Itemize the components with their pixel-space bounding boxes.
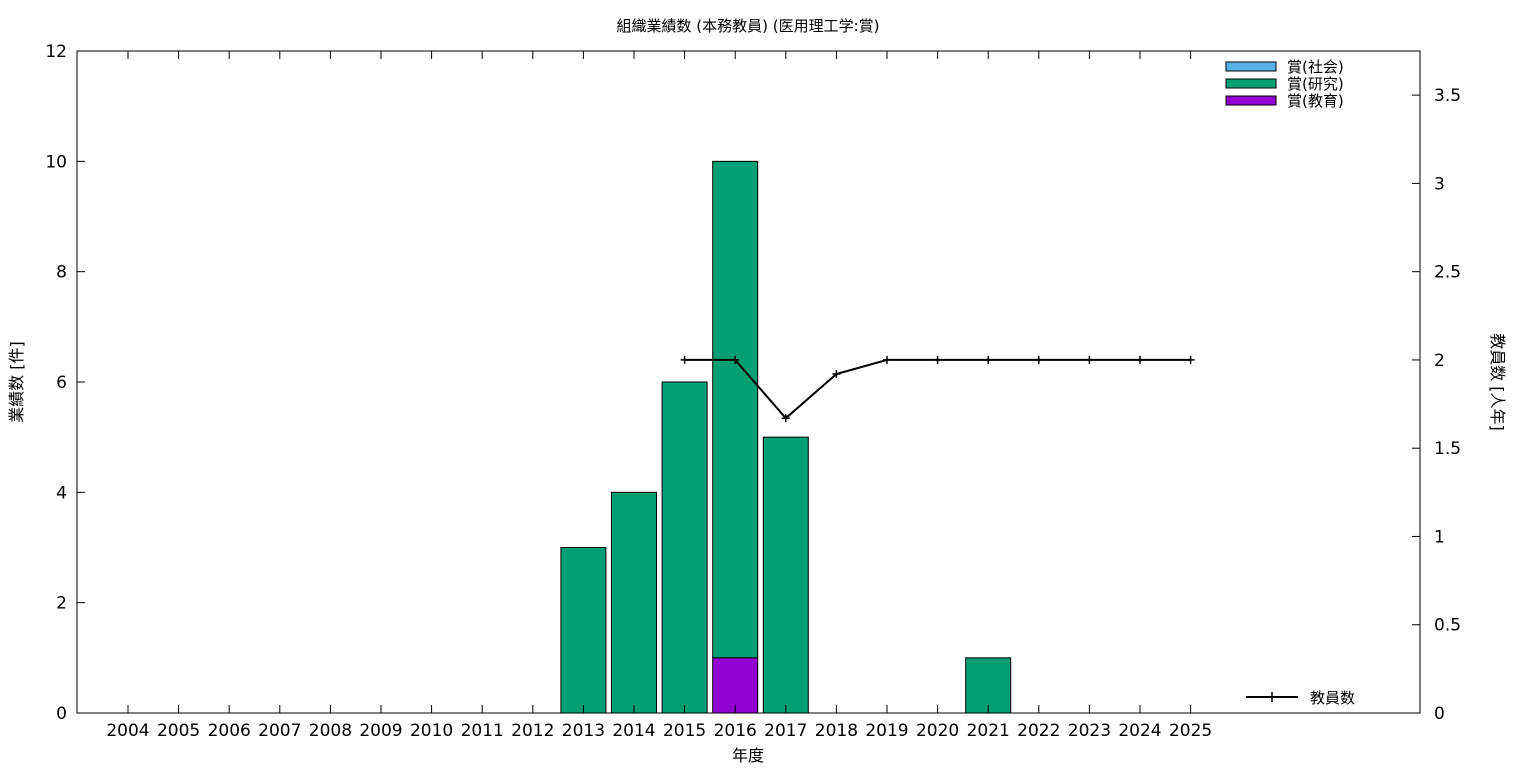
x-tick-label: 2007 xyxy=(258,721,301,741)
x-tick-label: 2008 xyxy=(309,721,352,741)
y-tick-label: 0 xyxy=(56,704,67,724)
x-tick-label: 2023 xyxy=(1068,721,1111,741)
y2-axis-label: 教員数 [人年] xyxy=(1488,333,1507,431)
y-tick-label: 6 xyxy=(56,373,67,393)
y-tick-label: 12 xyxy=(45,42,67,62)
x-tick-label: 2019 xyxy=(865,721,908,741)
y2-tick-label: 1 xyxy=(1434,527,1445,547)
line-series xyxy=(684,358,1191,420)
legend-swatch xyxy=(1225,61,1277,72)
legend-swatch xyxy=(1225,95,1277,106)
line-point xyxy=(781,414,790,423)
chart-title: 組織業績数 (本務教員) (医用理工学:賞) xyxy=(617,17,880,35)
line-point xyxy=(680,355,689,364)
line-point xyxy=(1136,355,1144,364)
x-tick-label: 2004 xyxy=(106,721,149,741)
line-point xyxy=(731,355,740,364)
line-point xyxy=(1034,355,1043,364)
legend-label: 賞(研究) xyxy=(1287,75,1344,93)
line-point xyxy=(933,355,942,364)
line-point xyxy=(984,355,993,364)
y2-tick-label: 3.5 xyxy=(1434,86,1461,106)
legend-label: 賞(教育) xyxy=(1287,92,1344,110)
legend-label: 賞(社会) xyxy=(1287,58,1344,76)
bar xyxy=(560,547,607,714)
y2-tick-label: 0.5 xyxy=(1434,616,1461,636)
bar xyxy=(661,381,708,714)
x-axis-label: 年度 xyxy=(732,746,764,765)
x-tick-label: 2014 xyxy=(612,721,655,741)
ticks-layer: 0 2 4 6 8 10 12 0 0.5 1 1.5 2 2.5 3 3.5 2004 2005 2006 200… xyxy=(45,42,1461,741)
y-tick-label: 8 xyxy=(56,263,67,283)
line-point xyxy=(1186,355,1195,364)
x-tick-label: 2005 xyxy=(157,721,200,741)
bar xyxy=(611,491,657,714)
y2-tick-label: 1.5 xyxy=(1434,439,1461,459)
x-tick-label: 2020 xyxy=(916,721,959,741)
y2-tick-label: 2 xyxy=(1434,351,1445,371)
x-tick-label: 2012 xyxy=(511,721,554,741)
line-point xyxy=(1085,355,1094,364)
legend-line-label: 教員数 xyxy=(1310,689,1355,707)
x-tick-label: 2010 xyxy=(410,721,453,741)
y2-tick-label: 0 xyxy=(1434,704,1445,724)
legend: 賞(社会)賞(研究)賞(教育) 教員数 xyxy=(1225,58,1355,707)
y-tick-label: 2 xyxy=(56,594,67,614)
x-tick-label: 2021 xyxy=(967,721,1010,741)
bar xyxy=(965,657,1012,714)
y-tick-label: 10 xyxy=(45,152,67,172)
y2-tick-label: 2.5 xyxy=(1434,263,1461,283)
y-tick-label: 4 xyxy=(56,483,67,503)
bar xyxy=(712,657,759,714)
bars-layer xyxy=(560,160,1012,714)
x-tick-label: 2009 xyxy=(359,721,402,741)
x-tick-label: 2022 xyxy=(1017,721,1060,741)
bar xyxy=(712,160,759,659)
bar xyxy=(762,436,809,714)
x-tick-label: 2018 xyxy=(815,721,858,741)
y-axis-label: 業績数 [件] xyxy=(7,341,26,423)
x-tick-label: 2025 xyxy=(1169,721,1212,741)
x-tick-label: 2015 xyxy=(663,721,706,741)
x-tick-label: 2024 xyxy=(1118,721,1161,741)
y2-tick-label: 3 xyxy=(1434,174,1445,194)
x-tick-label: 2017 xyxy=(764,721,807,741)
line-layer xyxy=(680,355,1195,423)
x-tick-label: 2013 xyxy=(562,721,605,741)
line-point xyxy=(832,370,841,379)
x-tick-label: 2016 xyxy=(714,721,757,741)
x-tick-label: 2011 xyxy=(461,721,504,741)
x-tick-label: 2006 xyxy=(208,721,251,741)
legend-swatch xyxy=(1225,78,1277,89)
line-point xyxy=(883,355,891,364)
